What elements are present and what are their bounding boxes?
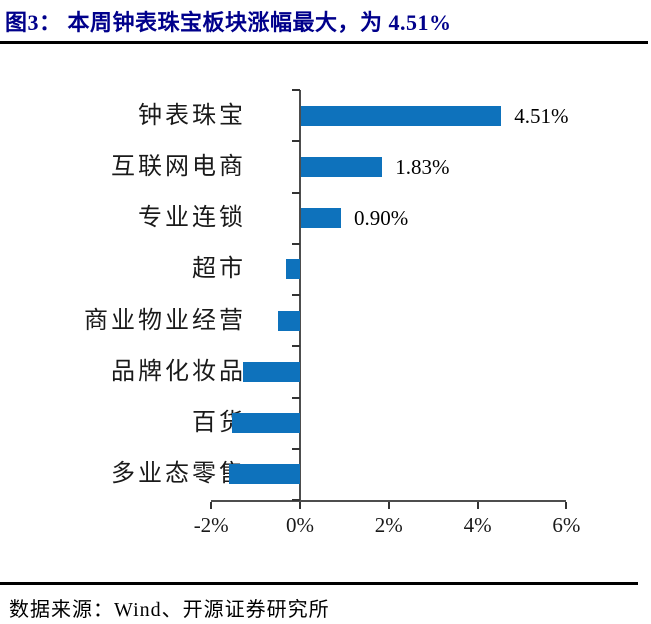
category-label: 专业连锁 [138, 205, 246, 232]
category-label: 钟表珠宝 [138, 102, 246, 129]
y-axis-tick [292, 447, 300, 450]
x-tick-label: 4% [463, 513, 492, 537]
category-label: 品牌化妆品 [111, 358, 246, 385]
y-axis-tick [292, 396, 300, 399]
x-tick-label: -2% [193, 513, 229, 537]
x-axis-tick [210, 502, 213, 509]
y-axis-tick [292, 191, 300, 194]
bar [232, 413, 300, 434]
y-axis-tick [292, 140, 300, 143]
category-label: 互联网电商 [111, 153, 246, 180]
category-label: 百货 [192, 410, 246, 437]
bar-value-label: 4.51% [514, 103, 569, 128]
y-axis-line [299, 90, 301, 502]
data-source-note: 数据来源：Wind、开源证券研究所 [9, 599, 330, 621]
bar-value-label: 0.90% [353, 206, 409, 231]
bar [277, 310, 300, 331]
y-axis-tick [292, 294, 300, 296]
x-tick-label: 0% [286, 513, 314, 537]
category-label: 超市 [192, 256, 246, 283]
category-label: 商业物业经营 [84, 307, 246, 334]
bar [228, 464, 300, 485]
y-axis-tick [292, 499, 300, 501]
figure-title: 图3： 本周钟表珠宝板块涨幅最大，为 4.51% [5, 10, 452, 35]
x-tick-label: 6% [552, 513, 581, 537]
footer-divider [0, 582, 638, 585]
bar [242, 361, 300, 382]
y-axis-tick [292, 345, 300, 348]
category-label: 多业态零售 [111, 461, 246, 488]
x-axis-tick [476, 502, 479, 509]
x-axis-tick [387, 502, 390, 509]
bar-value-label: 1.83% [395, 154, 450, 179]
bar [301, 208, 341, 229]
bar [285, 259, 300, 280]
y-axis-tick [292, 89, 300, 91]
x-tick-label: 2% [374, 513, 403, 537]
bar [301, 156, 383, 177]
x-axis-line [211, 500, 567, 502]
x-axis-tick [565, 502, 568, 509]
bar [301, 105, 502, 126]
title-divider [0, 41, 648, 44]
y-axis-tick [292, 242, 300, 245]
x-axis-tick [299, 502, 301, 509]
